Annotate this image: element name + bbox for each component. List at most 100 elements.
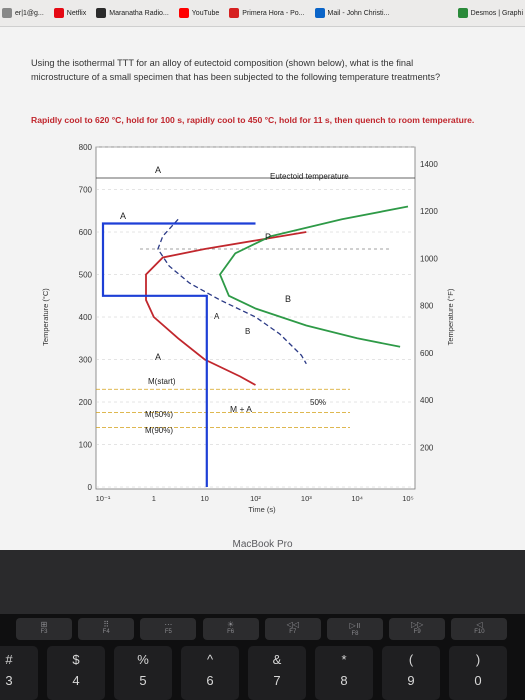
mail-icon (314, 8, 325, 18)
m-plus-a-label: M + A (230, 404, 252, 414)
key-digit: 6 (206, 673, 214, 688)
function-key-label: F9 (413, 629, 421, 635)
bookmark-item[interactable]: Maranatha Radio... (96, 8, 169, 18)
bookmark-item[interactable]: Mail - John Christi... (314, 8, 389, 18)
bookmark-icon (2, 8, 12, 18)
y-right-tick-label: 800 (420, 302, 434, 311)
function-key[interactable]: ⊞ F3 (16, 618, 72, 640)
y-tick-label: 500 (79, 271, 93, 280)
key-shift-symbol: ^ (206, 652, 214, 667)
m-start-label: M(start) (148, 377, 176, 386)
plot-area (95, 146, 416, 490)
bookmark-label: Maranatha Radio... (109, 9, 169, 17)
function-key-symbol: ◁ (476, 620, 483, 629)
bookmark-item[interactable]: Netflix (53, 8, 87, 18)
key-digit: 5 (139, 673, 147, 688)
y-right-tick-label: 200 (420, 443, 434, 452)
eutectoid-label: Eutectoid temperature (270, 172, 349, 181)
x-tick-label: 10⁴ (351, 494, 363, 503)
key-digit: 9 (407, 673, 415, 688)
function-key[interactable]: ◁ F10 (451, 618, 508, 640)
region-label-a: A (155, 165, 161, 175)
bookmark-label: er|1@g... (15, 9, 44, 17)
bookmark-item[interactable]: YouTube (178, 8, 219, 18)
key-shift-symbol: ( (408, 652, 414, 667)
y-tick-label: 700 (79, 186, 93, 195)
function-key-symbol: ▷॥ (349, 621, 361, 630)
function-key[interactable]: ▷॥ F8 (327, 618, 383, 640)
x-tick-label: 10⁻¹ (96, 494, 111, 503)
key-shift-symbol: & (272, 652, 282, 667)
y-tick-label: 800 (79, 143, 93, 152)
question-text: Using the isothermal TTT for an alloy of… (31, 58, 441, 82)
function-key-symbol: ⋯ (164, 620, 173, 629)
y-right-tick-label: 1000 (420, 254, 438, 263)
key-shift-symbol: * (341, 652, 347, 667)
y-tick-label: 0 (88, 483, 93, 492)
function-key-symbol: ⠿ (103, 620, 110, 629)
key-shift-symbol: # (5, 652, 13, 667)
key-digit: 0 (474, 673, 482, 688)
bookmark-label: Desmos | Graphi (470, 9, 523, 17)
x-tick-label: 10⁵ (402, 494, 413, 503)
ttt-diagram: 8007006005004003002001000140012001000800… (41, 143, 455, 514)
region-label-a: A (214, 312, 220, 321)
function-key[interactable]: ⋯ F5 (140, 618, 197, 640)
number-key[interactable]: ) 0 (449, 646, 507, 700)
y-tick-label: 100 (79, 441, 93, 450)
bookmark-item[interactable]: er|1@g... (2, 8, 44, 18)
key-shift-symbol: % (137, 652, 149, 667)
x-tick-label: 10³ (301, 494, 312, 503)
region-label-p: P (265, 232, 271, 242)
desmos-icon (457, 8, 468, 18)
function-key[interactable]: ▷▷ F9 (389, 618, 446, 640)
function-key-label: F3 (40, 629, 48, 635)
laptop-bezel (0, 550, 525, 614)
y-axis-label: Temperature (°C) (41, 288, 50, 346)
function-key[interactable]: ⠿ F4 (78, 618, 135, 640)
number-key[interactable]: % 5 (114, 646, 172, 700)
region-label-a: A (120, 211, 126, 221)
region-label-a: A (155, 352, 161, 362)
function-key-label: F6 (227, 629, 235, 635)
y-right-tick-label: 1400 (420, 160, 438, 169)
function-key[interactable]: ◁◁ F7 (264, 618, 321, 640)
bookmarks-bar: er|1@g... Netflix Maranatha Radio... YouTub… (0, 0, 525, 27)
news-icon (229, 8, 240, 18)
y-right-axis-label: Temperature (°F) (446, 288, 455, 345)
radio-icon (96, 8, 107, 18)
number-key[interactable]: #3 (0, 646, 38, 700)
x-axis-label: Time (s) (248, 505, 276, 514)
laptop-brand: MacBook Pro (232, 539, 293, 550)
function-key-symbol: ⊞ (40, 620, 48, 629)
x-tick-label: 10 (200, 494, 208, 503)
y-right-tick-label: 400 (420, 396, 434, 405)
y-right-tick-label: 600 (420, 349, 434, 358)
key-digit: 8 (340, 673, 348, 688)
number-key[interactable]: & 7 (248, 646, 306, 700)
start-curve (145, 231, 307, 386)
number-key[interactable]: (9 (382, 646, 440, 700)
bookmark-item[interactable]: Primera Hora - Po... (229, 8, 305, 18)
function-key-label: F7 (289, 629, 297, 635)
m90-label: M(90%) (145, 426, 173, 435)
function-key[interactable]: ☀ F6 (202, 618, 259, 640)
percent-50-label: 50% (310, 398, 326, 407)
number-key[interactable]: ^ 6 (181, 646, 239, 700)
m50-label: M(50%) (145, 410, 173, 419)
key-digit: 7 (273, 673, 281, 688)
y-tick-label: 600 (79, 228, 93, 237)
number-key[interactable]: * 8 (315, 646, 373, 700)
bookmark-label: Netflix (66, 9, 87, 17)
function-key-symbol: ▷▷ (411, 620, 424, 629)
bookmark-label: Primera Hora - Po... (242, 9, 305, 17)
treatment-text: Rapidly cool to 620 °C, hold for 100 s, … (31, 115, 475, 125)
x-tick-label: 10² (250, 494, 261, 503)
number-key[interactable]: $4 (47, 646, 105, 700)
key-shift-symbol: ) (475, 652, 481, 667)
treatment-path (101, 222, 256, 487)
key-shift-symbol: $ (72, 652, 80, 667)
bookmark-item[interactable]: Desmos | Graphi (457, 8, 523, 18)
y-tick-label: 200 (79, 398, 93, 407)
x-tick-label: 1 (152, 494, 156, 503)
